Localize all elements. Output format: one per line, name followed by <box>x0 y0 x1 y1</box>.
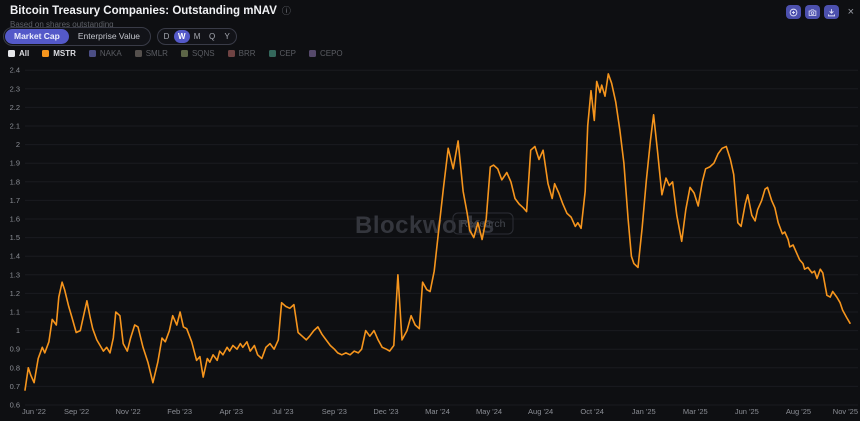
legend-label: CEP <box>279 49 296 58</box>
svg-text:Jul '23: Jul '23 <box>272 407 293 416</box>
svg-text:Jan '25: Jan '25 <box>632 407 656 416</box>
svg-text:Research: Research <box>461 218 506 230</box>
camera-button[interactable] <box>804 5 820 19</box>
legend-label: CEPO <box>319 49 343 58</box>
svg-text:Apr '23: Apr '23 <box>219 407 243 416</box>
legend-swatch <box>308 50 316 57</box>
svg-text:Nov '22: Nov '22 <box>116 407 141 416</box>
svg-text:1.3: 1.3 <box>10 270 20 279</box>
page-title: Bitcoin Treasury Companies: Outstanding … <box>10 5 277 17</box>
svg-text:Mar '24: Mar '24 <box>425 407 450 416</box>
legend-item-brr[interactable]: BRR <box>227 49 256 58</box>
chart-header: Bitcoin Treasury Companies: Outstanding … <box>10 5 291 29</box>
legend-swatch <box>268 50 276 57</box>
legend-swatch <box>180 50 188 57</box>
svg-text:Aug '24: Aug '24 <box>528 407 553 416</box>
svg-text:Sep '23: Sep '23 <box>322 407 347 416</box>
legend-item-cepo[interactable]: CEPO <box>308 49 343 58</box>
svg-text:Nov '25: Nov '25 <box>833 407 858 416</box>
legend-item-all[interactable]: All <box>8 49 29 58</box>
svg-text:Oct '24: Oct '24 <box>580 407 604 416</box>
info-icon[interactable]: ⓘ <box>281 5 291 16</box>
interval-option-q[interactable]: Q <box>205 30 220 43</box>
interval-option-w[interactable]: W <box>174 29 190 43</box>
svg-text:Sep '22: Sep '22 <box>64 407 89 416</box>
page-subtitle: Based on shares outstanding <box>10 20 114 29</box>
svg-text:1.5: 1.5 <box>10 233 20 242</box>
svg-text:1.4: 1.4 <box>10 252 20 261</box>
chart-actions: × <box>785 5 854 19</box>
svg-text:2: 2 <box>16 140 20 149</box>
interval-option-y[interactable]: Y <box>220 30 235 43</box>
legend-label: MSTR <box>53 49 76 58</box>
svg-text:Mar '25: Mar '25 <box>683 407 708 416</box>
svg-text:2.4: 2.4 <box>10 66 20 75</box>
metric-option-market-cap[interactable]: Market Cap <box>5 29 69 44</box>
legend-label: BRR <box>238 49 256 58</box>
svg-text:Jun '25: Jun '25 <box>735 407 759 416</box>
svg-text:1.6: 1.6 <box>10 215 20 224</box>
svg-text:0.6: 0.6 <box>10 401 20 410</box>
legend-label: SMLR <box>145 49 168 58</box>
series-legend: All MSTR NAKA SMLR SQNS BRR CEP CEPO <box>8 49 343 58</box>
legend-swatch <box>42 50 50 57</box>
legend-item-smlr[interactable]: SMLR <box>134 49 168 58</box>
zoom-button[interactable] <box>785 5 801 19</box>
legend-label: NAKA <box>99 49 122 58</box>
svg-text:Feb '23: Feb '23 <box>167 407 192 416</box>
svg-text:2.3: 2.3 <box>10 84 20 93</box>
legend-swatch <box>227 50 235 57</box>
svg-text:2.2: 2.2 <box>10 103 20 112</box>
legend-item-cep[interactable]: CEP <box>268 49 296 58</box>
legend-swatch <box>8 50 15 57</box>
plus-circle-icon <box>789 8 797 16</box>
svg-text:Aug '25: Aug '25 <box>786 407 811 416</box>
svg-text:0.7: 0.7 <box>10 382 20 391</box>
legend-label: SQNS <box>191 49 215 58</box>
legend-label: All <box>19 49 30 58</box>
camera-icon <box>808 8 816 16</box>
chart-controls: Market Cap Enterprise Value D W M Q Y <box>3 27 237 46</box>
download-button[interactable] <box>823 5 839 19</box>
legend-item-sqns[interactable]: SQNS <box>180 49 215 58</box>
svg-text:1.1: 1.1 <box>10 308 20 317</box>
svg-text:1.8: 1.8 <box>10 177 20 186</box>
legend-swatch <box>134 50 142 57</box>
interval-option-d[interactable]: D <box>159 30 174 43</box>
svg-text:1: 1 <box>16 326 20 335</box>
svg-text:1.9: 1.9 <box>10 159 20 168</box>
svg-text:1.7: 1.7 <box>10 196 20 205</box>
svg-text:2.1: 2.1 <box>10 122 20 131</box>
svg-text:May '24: May '24 <box>476 407 502 416</box>
metric-option-enterprise-value[interactable]: Enterprise Value <box>69 29 149 44</box>
metric-toggle: Market Cap Enterprise Value <box>3 27 152 46</box>
svg-text:1.2: 1.2 <box>10 289 20 298</box>
close-icon[interactable]: × <box>847 5 854 18</box>
svg-text:Jun '22: Jun '22 <box>22 407 46 416</box>
svg-text:0.8: 0.8 <box>10 363 20 372</box>
legend-swatch <box>88 50 96 57</box>
legend-item-naka[interactable]: NAKA <box>88 49 122 58</box>
legend-item-mstr[interactable]: MSTR <box>42 49 76 58</box>
svg-text:Dec '23: Dec '23 <box>373 407 398 416</box>
interval-toggle: D W M Q Y <box>157 27 237 45</box>
svg-text:0.9: 0.9 <box>10 345 20 354</box>
download-icon <box>827 8 835 16</box>
interval-option-m[interactable]: M <box>190 30 205 43</box>
